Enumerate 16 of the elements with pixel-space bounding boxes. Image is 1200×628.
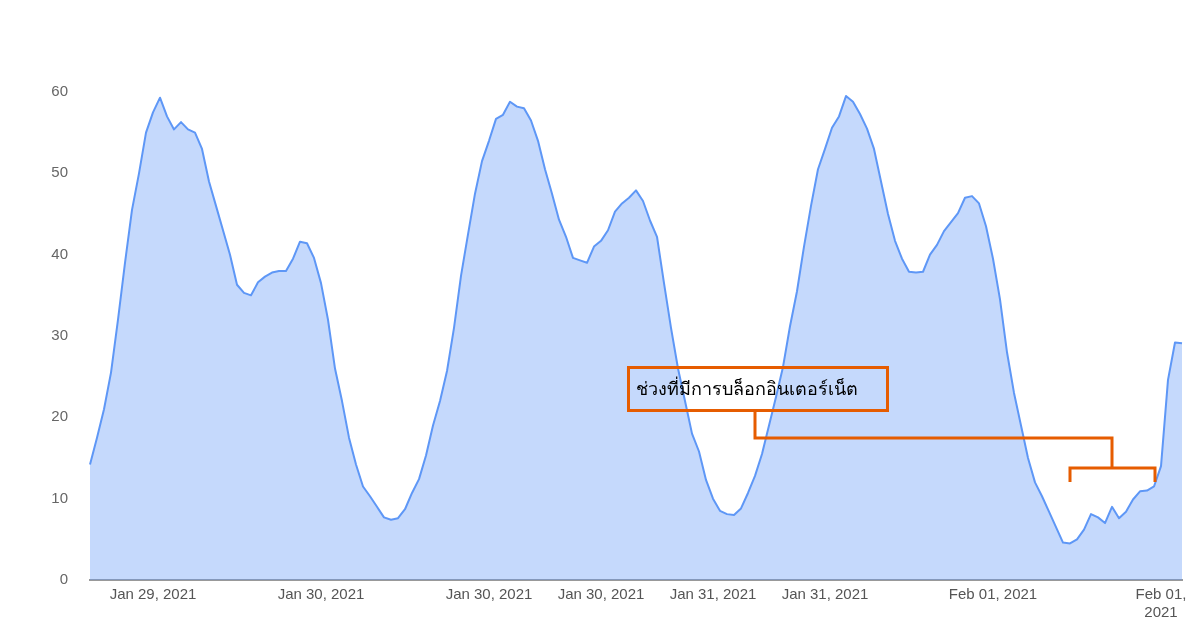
x-tick-label: Feb 01, 2021 bbox=[948, 585, 1038, 603]
annotation: ช่วงที่มีการบล็อกอินเตอร์เน็ต bbox=[627, 366, 889, 412]
x-tick-label: Jan 31, 2021 bbox=[781, 585, 869, 603]
x-tick-label: Jan 30, 2021 bbox=[445, 585, 533, 603]
x-tick-label: Jan 30, 2021 bbox=[557, 585, 645, 603]
y-tick-label: 0 bbox=[59, 570, 68, 588]
x-tick-label: Jan 31, 2021 bbox=[669, 585, 757, 603]
y-tick-label: 30 bbox=[51, 326, 68, 344]
y-tick-label: 20 bbox=[51, 407, 68, 425]
x-tick-label: Feb 01, 2021 bbox=[1135, 585, 1187, 621]
x-tick-label: Jan 30, 2021 bbox=[277, 585, 365, 603]
y-tick-label: 60 bbox=[51, 82, 68, 100]
y-tick-label: 10 bbox=[51, 488, 68, 506]
y-tick-label: 50 bbox=[51, 163, 68, 181]
y-tick-label: 40 bbox=[51, 244, 68, 262]
x-tick-label: Jan 29, 2021 bbox=[109, 585, 197, 603]
